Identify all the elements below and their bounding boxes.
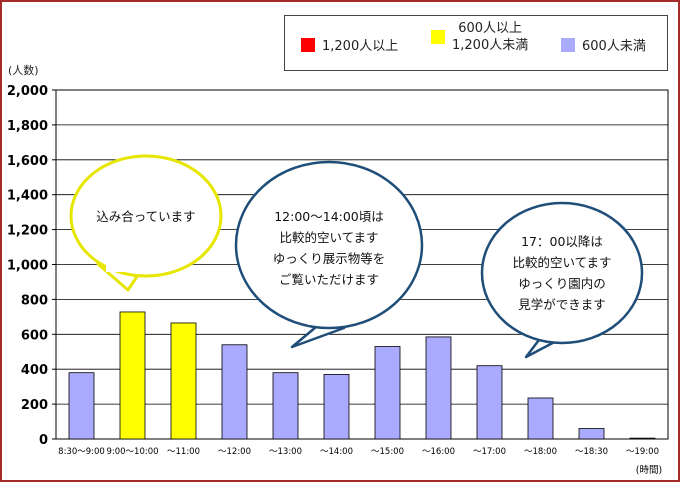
legend-label-mid: 600人以上 1,200人未満 xyxy=(452,20,528,54)
legend-item-high: 1,200人以上 xyxy=(301,35,398,54)
bar xyxy=(272,372,299,440)
bar xyxy=(119,311,146,440)
bar xyxy=(476,365,503,440)
bubble-evening-text: 17：00以降は 比較的空いてます ゆっくり園内の 見学ができます xyxy=(487,231,637,315)
y-tick-label: 0 xyxy=(39,433,48,448)
x-axis-label: (時間) xyxy=(636,465,662,476)
x-tick-label: ～18:00 xyxy=(524,447,557,457)
bar xyxy=(425,336,452,440)
x-tick-label: ～19:00 xyxy=(626,447,659,457)
y-tick-label: 1,400 xyxy=(7,189,48,204)
x-tick-label: ～17:00 xyxy=(473,447,506,457)
legend-label-mid-line2: 1,200人未満 xyxy=(452,38,529,53)
bar xyxy=(323,374,350,440)
y-tick-label: 200 xyxy=(21,398,48,413)
bubble-midday-line3: ゆっくり展示物等を xyxy=(272,251,386,266)
bubble-evening xyxy=(480,201,644,345)
bar xyxy=(629,437,656,440)
bar xyxy=(221,344,248,440)
bar xyxy=(527,397,554,440)
y-tick-label: 400 xyxy=(21,363,48,378)
bubble-crowded-text: 込み合っています xyxy=(86,206,206,227)
bubble-midday-text: 12:00～14:00頃は 比較的空いてます ゆっくり展示物等を ご覧いただけま… xyxy=(249,206,409,290)
bar xyxy=(170,322,197,440)
y-tick-label: 1,800 xyxy=(7,119,48,134)
bubble-midday-joint xyxy=(308,316,340,325)
bubble-midday-line4: ご覧いただけます xyxy=(278,272,379,287)
y-axis-unit-label: (人数) xyxy=(8,64,39,77)
x-tick-label: ～18:30 xyxy=(575,447,608,457)
bubble-crowded-line: 込み合っています xyxy=(96,209,196,224)
legend-swatch-yellow xyxy=(431,30,445,44)
y-tick-label: 1,200 xyxy=(7,224,48,239)
legend-label-low: 600人未満 xyxy=(582,39,646,54)
bubble-midday xyxy=(234,160,424,330)
bubble-crowded-joint xyxy=(106,264,138,272)
legend-label-mid-line1: 600人以上 xyxy=(458,21,523,36)
legend-swatch-blue xyxy=(561,37,575,52)
bar xyxy=(68,372,95,440)
y-tick-label: 600 xyxy=(21,328,48,343)
bubble-evening-line1: 17：00以降は xyxy=(521,234,603,249)
legend-swatch-red xyxy=(301,37,315,52)
bubble-evening-line3: ゆっくり園内の xyxy=(518,276,606,291)
bubble-midday-line2: 比較的空いてます xyxy=(279,230,379,245)
bubble-crowded xyxy=(69,154,223,278)
legend-item-mid: 600人以上 1,200人未満 xyxy=(431,20,528,54)
x-tick-label: ～13:00 xyxy=(269,447,302,457)
bubble-evening-joint xyxy=(540,330,566,339)
bar xyxy=(578,428,605,440)
legend: 1,200人以上 600人以上 1,200人未満 600人未満 xyxy=(284,15,668,71)
x-tick-label: 9:00～10:00 xyxy=(106,447,158,457)
bubble-evening-line2: 比較的空いてます xyxy=(512,255,612,270)
x-tick-label: ～16:00 xyxy=(422,447,455,457)
legend-label-high: 1,200人以上 xyxy=(322,39,399,54)
bar xyxy=(374,346,401,440)
x-tick-label: ～15:00 xyxy=(371,447,404,457)
y-tick-label: 1,000 xyxy=(7,259,48,274)
x-tick-label: ～11:00 xyxy=(167,447,200,457)
x-tick-label: ～12:00 xyxy=(218,447,251,457)
y-tick-label: 1,600 xyxy=(7,154,48,169)
legend-item-low: 600人未満 xyxy=(561,35,646,54)
bubble-midday-line1: 12:00～14:00頃は xyxy=(274,209,384,224)
x-tick-label: ～14:00 xyxy=(320,447,353,457)
y-tick-label: 800 xyxy=(21,293,48,308)
x-tick-label: 8:30～9:00 xyxy=(58,447,105,457)
y-tick-label: 2,000 xyxy=(7,84,48,99)
bubble-evening-line4: 見学ができます xyxy=(518,297,606,312)
